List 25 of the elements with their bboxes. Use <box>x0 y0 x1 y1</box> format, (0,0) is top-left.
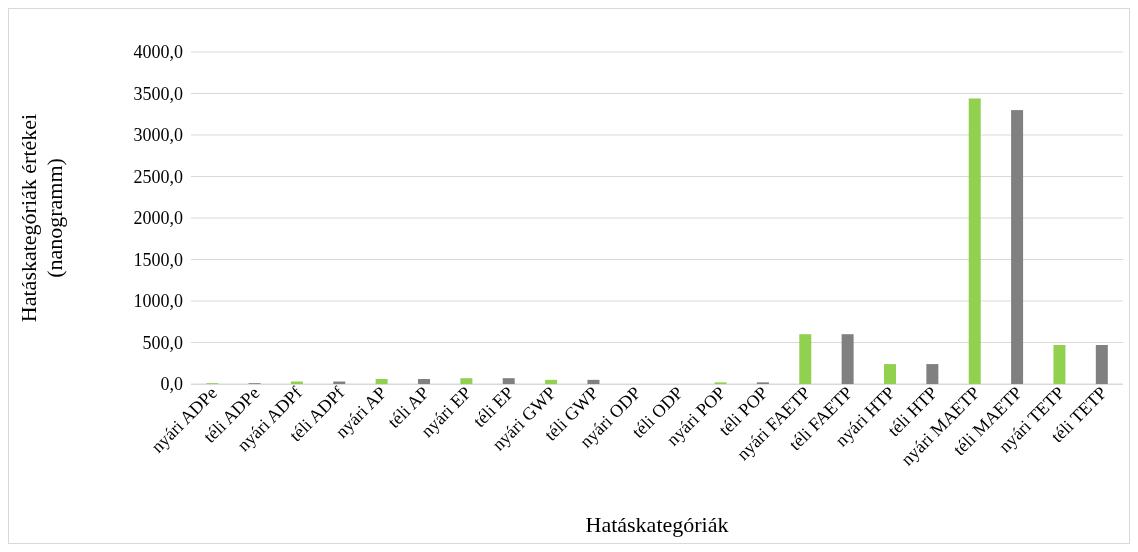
y-tick-label: 3500,0 <box>133 83 183 104</box>
bar <box>841 334 854 384</box>
y-tick-label: 2500,0 <box>133 166 183 187</box>
bar <box>375 379 388 384</box>
bar <box>460 378 473 384</box>
y-tick-label: 0,0 <box>160 374 183 395</box>
y-tick-label: 1500,0 <box>133 249 183 270</box>
bar <box>418 379 430 384</box>
bar <box>587 379 600 384</box>
bar <box>884 364 896 384</box>
y-tick-label: 4000,0 <box>133 42 183 63</box>
y-tick-label: 1000,0 <box>133 291 183 312</box>
x-axis-title: Hatáskategóriák <box>585 512 729 537</box>
bar <box>1011 110 1024 384</box>
bar <box>968 98 981 384</box>
bar <box>545 379 558 384</box>
y-tick-label: 2000,0 <box>133 208 183 229</box>
y-tick-label: 500,0 <box>142 332 183 353</box>
bar <box>1095 344 1108 384</box>
bar <box>502 378 515 384</box>
bar <box>1053 344 1066 384</box>
bar <box>926 364 939 384</box>
y-axis-title: Hatáskategóriák értékei (nanogramm) <box>16 113 67 323</box>
bar <box>799 334 812 384</box>
y-tick-label: 3000,0 <box>133 125 183 146</box>
